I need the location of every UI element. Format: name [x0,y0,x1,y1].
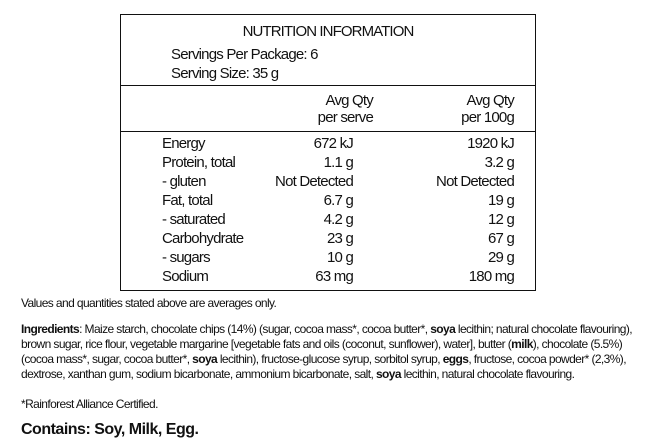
allergen-highlight: soya [192,352,218,366]
allergen-highlight: milk [511,337,533,351]
per-100g-value: Not Detected [436,173,515,190]
panel-title: NUTRITION INFORMATION [242,23,415,40]
nutrition-row: Fat, total 6.7 g 19 g [121,192,535,211]
per-100g-value: 12 g [488,211,515,228]
ingredients-segment: lecithin; natural chocolate flavouring),… [21,322,633,351]
nutrient-label: Fat, total [162,192,213,209]
ingredients-paragraph: Ingredients: Maize starch, chocolate chi… [21,322,651,382]
nutrient-label: Energy [162,135,206,152]
ingredients-segment: lecithin, natural chocolate flavouring. [400,367,575,381]
allergen-statement: Contains: Soy, Milk, Egg. [21,421,199,438]
per-serve-value: 672 kJ [313,135,354,152]
col-header-per-serve: Avg Qty per serve [317,92,374,126]
nutrition-row: Carbohydrate 23 g 67 g [121,230,535,249]
ingredients-text: : Maize starch, chocolate chips (14%) (s… [21,322,633,381]
ingredients-heading: Ingredients [21,322,80,336]
divider-middle [121,131,535,132]
per-serve-value: Not Detected [275,173,354,190]
nutrient-label: - sugars [162,249,211,266]
divider-top [121,85,535,86]
per-serve-value: 1.1 g [323,154,354,171]
nutrition-row: Energy 672 kJ 1920 kJ [121,135,535,154]
per-100g-value: 29 g [488,249,515,266]
per-100g-value: 3.2 g [484,154,515,171]
nutrition-row: - saturated 4.2 g 12 g [121,211,535,230]
nutrient-label: Carbohydrate [162,230,244,247]
nutrient-label: Sodium [162,268,209,285]
per-serve-value: 6.7 g [323,192,354,209]
per-serve-value: 4.2 g [323,211,354,228]
nutrient-label: - gluten [162,173,206,190]
per-100g-value: 1920 kJ [467,135,515,152]
col-header-per-100g: Avg Qty per 100g [461,92,515,126]
per-100g-value: 67 g [488,230,515,247]
col-header-per-serve-line1: Avg Qty [325,92,374,109]
ingredients-segment: ), chocolate (5.5%) (cocoa mass*, sugar,… [21,337,623,366]
servings-per-package: Servings Per Package: 6 [171,46,319,63]
per-100g-value: 19 g [488,192,515,209]
nutrition-row: - gluten Not Detected Not Detected [121,173,535,192]
per-serve-value: 10 g [327,249,354,266]
nutrition-panel: NUTRITION INFORMATION Servings Per Packa… [120,14,536,291]
per-100g-value: 180 mg [468,268,515,285]
ingredients-segment: , fructose, cocoa powder* (2,3%), dextro… [21,352,627,381]
ingredients-segment: lecithin), fructose-glucose syrup, sorbi… [217,352,443,366]
allergen-highlight: soya [375,367,402,381]
certification-note: *Rainforest Alliance Certified. [21,397,158,411]
per-serve-value: 23 g [327,230,354,247]
per-serve-value: 63 mg [315,268,353,285]
nutrient-label: Protein, total [162,154,236,171]
nutrition-row: - sugars 10 g 29 g [121,249,535,268]
serving-size: Serving Size: 35 g [171,65,279,82]
allergen-highlight: eggs [442,352,469,366]
allergen-highlight: soya [430,322,456,336]
col-header-per-serve-line2: per serve [317,109,374,126]
col-header-per-100g-line1: Avg Qty [466,92,515,109]
nutrient-label: - saturated [162,211,226,228]
averages-note: Values and quantities stated above are a… [21,296,277,310]
nutrition-row: Sodium 63 mg 180 mg [121,268,535,287]
nutrition-row: Protein, total 1.1 g 3.2 g [121,154,535,173]
col-header-per-100g-line2: per 100g [461,109,515,126]
ingredients-segment: : Maize starch, chocolate chips (14%) (s… [79,322,431,336]
